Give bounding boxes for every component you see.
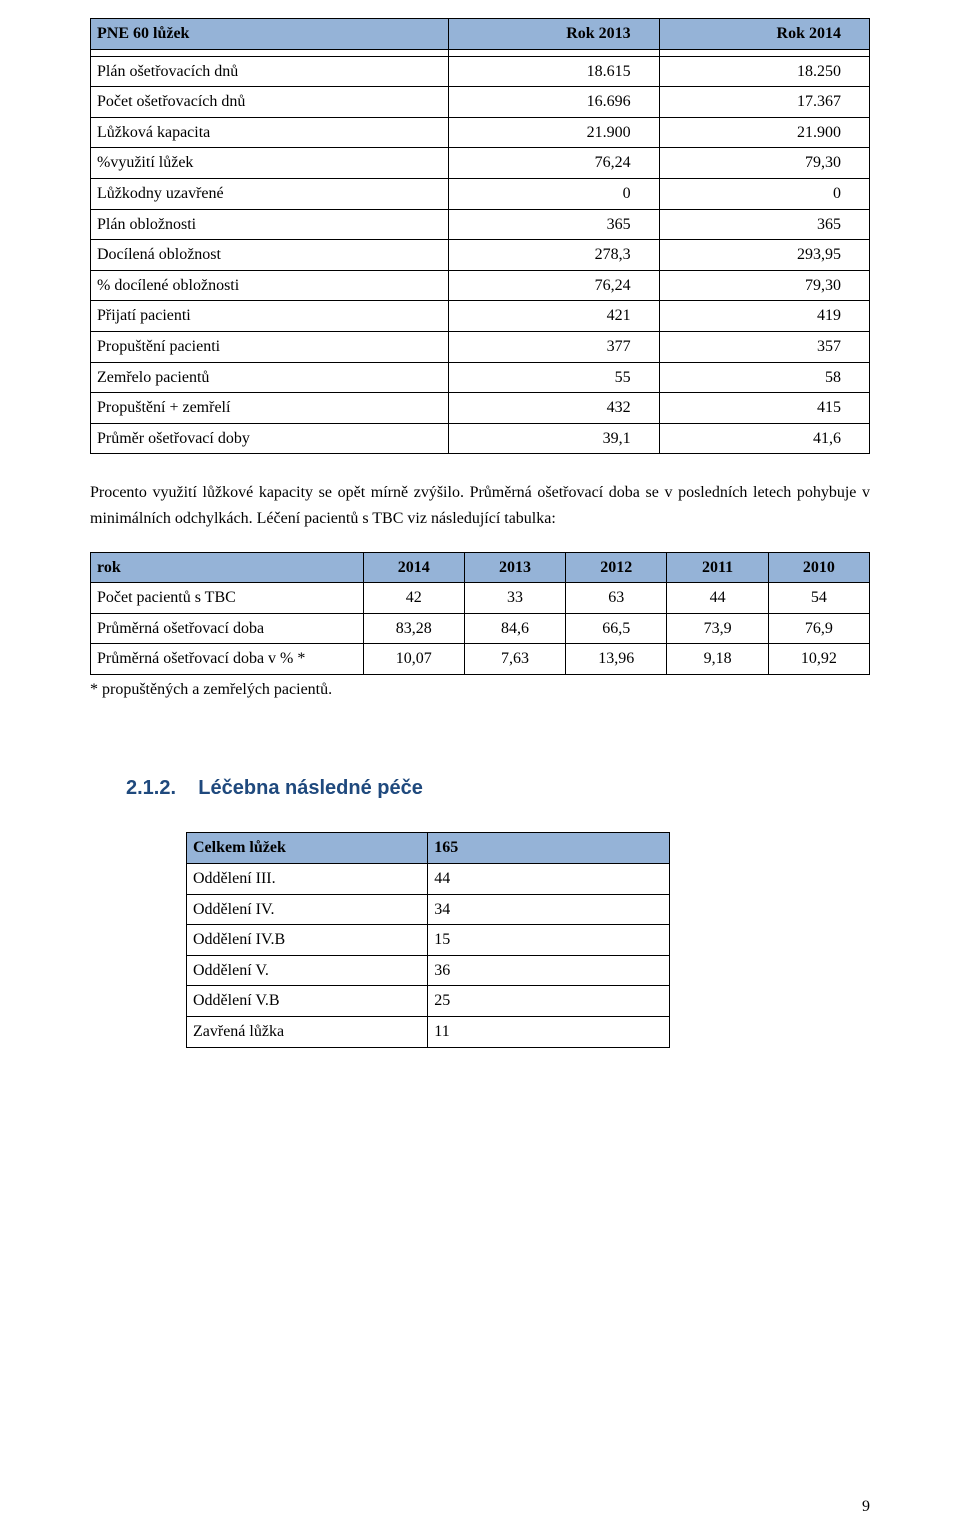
- page: PNE 60 lůžek Rok 2013 Rok 2014 Plán ošet…: [0, 0, 960, 1540]
- section-title: Léčebna následné péče: [198, 777, 423, 799]
- table-row: Plán ošetřovacích dnů: [91, 56, 449, 87]
- tbc-h1: 2014: [363, 552, 464, 583]
- table-row: Oddělení III.: [187, 864, 428, 895]
- table-row: Lůžková kapacita: [91, 117, 449, 148]
- table-row: Propuštění + zemřelí: [91, 393, 449, 424]
- table-row: Oddělení IV.: [187, 894, 428, 925]
- page-number: 9: [862, 1494, 870, 1520]
- table-row: Lůžkodny uzavřené: [91, 178, 449, 209]
- beds-table: Celkem lůžek 165 Oddělení III.44 Oddělen…: [186, 832, 670, 1047]
- pne-h1: Rok 2013: [449, 19, 659, 50]
- tbc-h5: 2010: [768, 552, 869, 583]
- beds-h1: 165: [428, 833, 669, 864]
- table-row: Počet ošetřovacích dnů: [91, 87, 449, 118]
- tbc-h4: 2011: [667, 552, 768, 583]
- table-row: Průměr ošetřovací doby: [91, 423, 449, 454]
- table-row: Oddělení V.B: [187, 986, 428, 1017]
- table-row: Docílená obložnost: [91, 240, 449, 271]
- table-row: Průměrná ošetřovací doba v % *: [91, 644, 364, 675]
- table-row: %využití lůžek: [91, 148, 449, 179]
- pne-table: PNE 60 lůžek Rok 2013 Rok 2014 Plán ošet…: [90, 18, 870, 454]
- table-row: Počet pacientů s TBC: [91, 583, 364, 614]
- table-row: Plán obložnosti: [91, 209, 449, 240]
- tbc-h0: rok: [91, 552, 364, 583]
- table-row: Přijatí pacienti: [91, 301, 449, 332]
- pne-h2: Rok 2014: [659, 19, 869, 50]
- body-paragraph: Procento využití lůžkové kapacity se opě…: [90, 480, 870, 531]
- beds-h0: Celkem lůžek: [187, 833, 428, 864]
- table-row: Průměrná ošetřovací doba: [91, 613, 364, 644]
- table-row: Zemřelo pacientů: [91, 362, 449, 393]
- tbc-h2: 2013: [464, 552, 565, 583]
- table-row: Oddělení V.: [187, 955, 428, 986]
- tbc-footnote: * propuštěných a zemřelých pacientů.: [90, 677, 870, 703]
- pne-h0: PNE 60 lůžek: [91, 19, 449, 50]
- tbc-h3: 2012: [566, 552, 667, 583]
- table-row: % docílené obložnosti: [91, 270, 449, 301]
- table-row: Oddělení IV.B: [187, 925, 428, 956]
- table-row: Zavřená lůžka: [187, 1017, 428, 1048]
- section-heading: 2.1.2. Léčebna následné péče: [126, 772, 870, 804]
- table-row: Propuštění pacienti: [91, 331, 449, 362]
- section-number: 2.1.2.: [126, 777, 176, 799]
- tbc-table: rok 2014 2013 2012 2011 2010 Počet pacie…: [90, 552, 870, 675]
